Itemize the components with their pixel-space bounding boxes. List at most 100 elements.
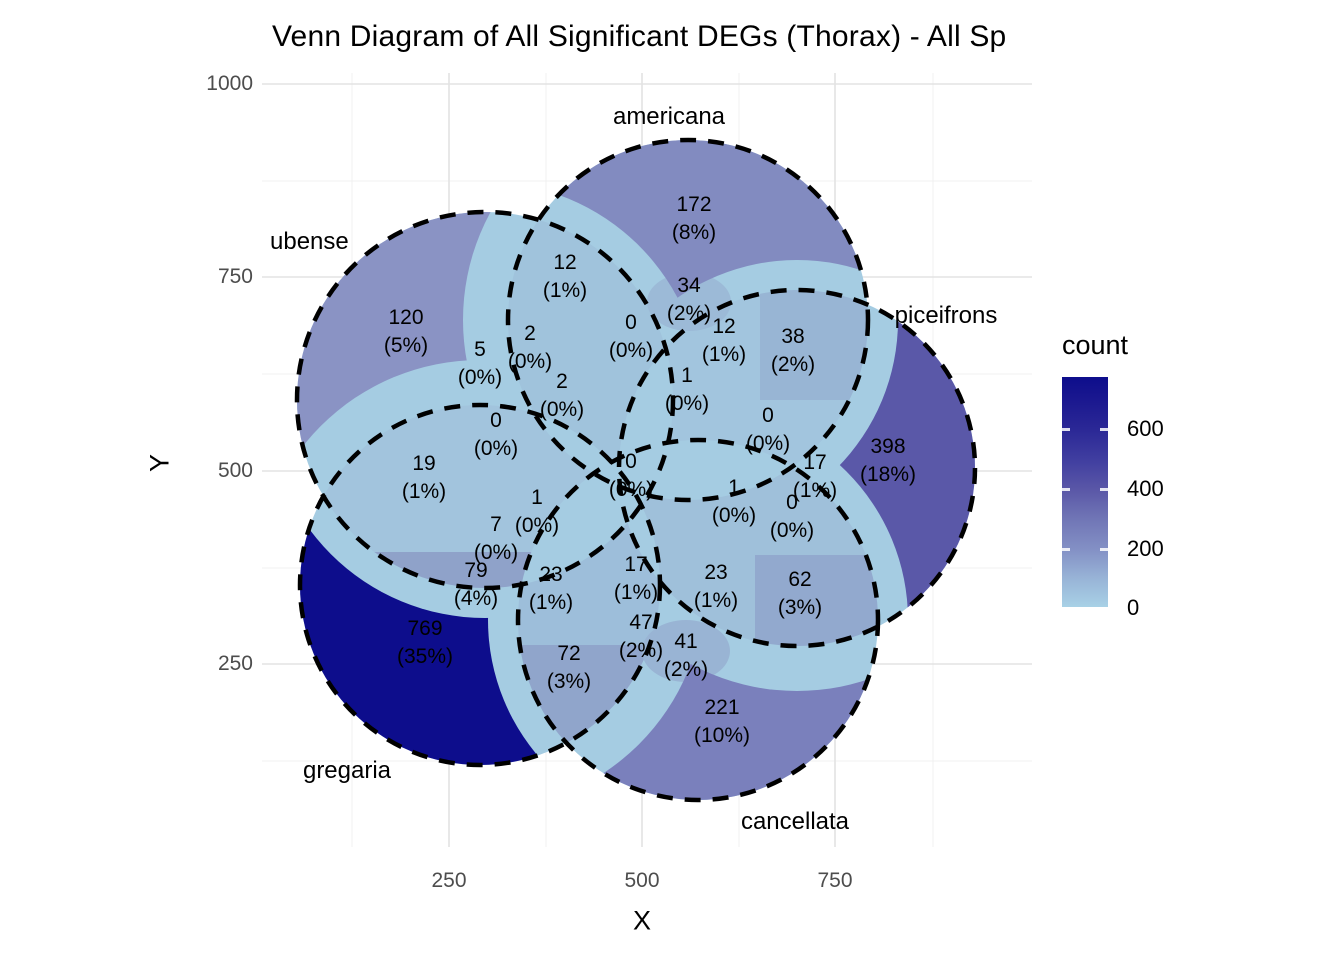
region-percent: (0%) xyxy=(745,432,791,455)
y-axis-tick-label: 1000 xyxy=(206,72,253,95)
x-axis-tick-label: 250 xyxy=(431,869,467,892)
region-count: 2 xyxy=(524,322,536,345)
venn-outline-gregaria xyxy=(297,402,663,768)
legend-tick-mark xyxy=(1062,428,1070,431)
region-count: 5 xyxy=(474,338,486,361)
region-percent: (1%) xyxy=(693,589,739,612)
venn-set-label-cancellata: cancellata xyxy=(740,808,850,835)
region-percent: (0%) xyxy=(539,398,585,421)
region-count: 221 xyxy=(704,696,740,719)
venn-region-label: 0 (0%) xyxy=(609,448,653,504)
venn-region-label: 47 (2%) xyxy=(619,609,663,665)
region-count: 34 xyxy=(677,274,701,297)
venn-outline-americana xyxy=(505,137,871,503)
x-axis-tick-label: 750 xyxy=(817,869,853,892)
region-count: 769 xyxy=(407,617,443,640)
venn-region-label: 17 (1%) xyxy=(793,449,837,505)
region-count: 23 xyxy=(704,561,728,584)
region-count: 120 xyxy=(388,306,424,329)
venn-region-label: 19 (1%) xyxy=(402,450,446,506)
region-percent: (1%) xyxy=(542,279,588,302)
x-axis-title: X xyxy=(632,905,652,936)
region-count: 0 xyxy=(490,409,502,432)
venn-region-label: 2 (0%) xyxy=(508,320,552,376)
legend-colorbar xyxy=(1062,377,1108,607)
legend-tick-mark xyxy=(1062,548,1070,551)
y-axis-tick-label: 250 xyxy=(217,652,253,675)
venn-region-label: 2 (0%) xyxy=(540,368,584,424)
legend-tick-mark xyxy=(1100,428,1108,431)
venn-region-label: 0 (0%) xyxy=(770,489,814,545)
venn-region-label: 34 (2%) xyxy=(667,272,711,328)
venn-region-label: 12 (1%) xyxy=(702,313,746,369)
region-percent: (3%) xyxy=(777,596,823,619)
region-percent: (0%) xyxy=(608,478,654,501)
region-count: 19 xyxy=(412,452,436,475)
legend-tick-label: 600 xyxy=(1127,416,1164,441)
region-count: 7 xyxy=(490,513,502,536)
region-percent: (0%) xyxy=(457,366,503,389)
venn-region-label: 769 (35%) xyxy=(397,615,453,671)
region-percent: (2%) xyxy=(770,353,816,376)
legend-title: count xyxy=(1062,330,1129,360)
region-count: 2 xyxy=(556,370,568,393)
region-count: 0 xyxy=(625,311,637,334)
region-count: 72 xyxy=(557,642,581,665)
region-percent: (2%) xyxy=(663,658,709,681)
region-percent: (2%) xyxy=(618,639,664,662)
venn-outline-ubense xyxy=(294,209,676,591)
plot-title: Venn Diagram of All Significant DEGs (Th… xyxy=(272,20,1007,53)
region-count: 172 xyxy=(676,193,712,216)
region-count: 0 xyxy=(786,491,798,514)
venn-set-label-ubense: ubense xyxy=(270,228,349,255)
y-axis-tick-label: 500 xyxy=(217,459,253,482)
y-axis-tick-label: 750 xyxy=(217,265,253,288)
region-percent: (1%) xyxy=(613,581,659,604)
region-percent: (1%) xyxy=(792,479,838,502)
region-percent: (0%) xyxy=(514,514,560,537)
region-percent: (18%) xyxy=(859,463,917,486)
venn-region-label: 23 (1%) xyxy=(529,561,573,617)
region-count: 79 xyxy=(464,559,488,582)
venn-region-label: 12 (1%) xyxy=(543,249,587,305)
region-count: 23 xyxy=(539,563,563,586)
region-count: 0 xyxy=(762,404,774,427)
region-percent: (0%) xyxy=(664,392,710,415)
region-percent: (3%) xyxy=(546,670,592,693)
venn-region-label: 1 (0%) xyxy=(515,484,559,540)
venn-set-label-gregaria: gregaria xyxy=(302,757,392,784)
region-count: 17 xyxy=(624,553,648,576)
legend-tick-mark xyxy=(1100,548,1108,551)
venn-region-label: 0 (0%) xyxy=(609,309,653,365)
venn-region-label: 23 (1%) xyxy=(694,559,738,615)
region-percent: (0%) xyxy=(473,437,519,460)
venn-region-label: 398 (18%) xyxy=(860,433,916,489)
region-percent: (8%) xyxy=(671,221,717,244)
venn-region-label: 7 (0%) xyxy=(474,511,518,567)
region-percent: (1%) xyxy=(528,591,574,614)
region-percent: (35%) xyxy=(396,645,454,668)
legend-tick-label: 400 xyxy=(1127,476,1164,501)
region-count: 0 xyxy=(625,450,637,473)
venn-set-label-americana: americana xyxy=(612,103,726,130)
legend-tick-mark xyxy=(1100,488,1108,491)
venn-region-label: 0 (0%) xyxy=(474,407,518,463)
region-count: 47 xyxy=(629,611,653,634)
venn-region-label: 62 (3%) xyxy=(778,566,822,622)
venn-region-label: 0 (0%) xyxy=(746,402,790,458)
venn-region-label: 120 (5%) xyxy=(384,304,428,360)
venn-set-outlines xyxy=(294,137,978,803)
venn-region-label: 38 (2%) xyxy=(771,323,815,379)
region-percent: (0%) xyxy=(507,350,553,373)
region-count: 1 xyxy=(531,486,543,509)
region-count: 1 xyxy=(681,364,693,387)
venn-region-label: 79 (4%) xyxy=(454,557,498,613)
legend-tick-label: 200 xyxy=(1127,536,1164,561)
venn-region-label: 17 (1%) xyxy=(614,551,658,607)
region-count: 38 xyxy=(781,325,805,348)
region-percent: (0%) xyxy=(711,504,757,527)
region-percent: (10%) xyxy=(693,724,751,747)
venn-region-label: 72 (3%) xyxy=(547,640,591,696)
region-percent: (2%) xyxy=(666,302,712,325)
